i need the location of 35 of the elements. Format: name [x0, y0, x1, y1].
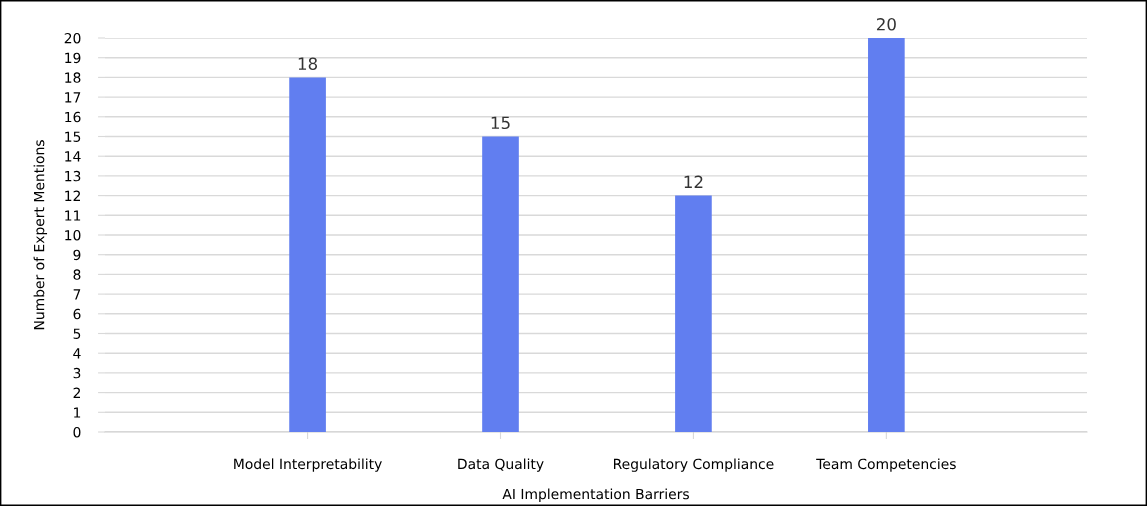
y-tick-label: 16	[65, 111, 81, 123]
y-tick-label: 6	[73, 308, 81, 320]
x-axis-title: AI Implementation Barriers	[502, 488, 689, 502]
x-tick-label: Team Competencies	[816, 458, 956, 472]
y-tick-label: 15	[65, 131, 81, 142]
bar	[868, 38, 905, 432]
y-tick-label: 3	[73, 367, 81, 379]
bar	[675, 195, 712, 432]
y-tick-label: 18	[65, 72, 81, 83]
data-label: 18	[298, 57, 318, 70]
y-tick-label: 14	[65, 151, 81, 162]
bar	[289, 77, 326, 432]
y-tick-label: 1	[74, 407, 81, 418]
y-tick-label: 0	[73, 426, 81, 438]
y-tick-label: 17	[65, 92, 81, 103]
x-tick-label: Regulatory Compliance	[613, 458, 774, 472]
y-tick-label: 5	[73, 328, 81, 339]
y-tick-label: 7	[73, 289, 81, 300]
y-tick-label: 4	[73, 348, 81, 359]
y-tick-label: 9	[73, 249, 81, 261]
data-label: 20	[876, 18, 896, 31]
bar	[482, 136, 519, 432]
data-label: 12	[684, 175, 703, 188]
y-tick-label: 13	[65, 170, 81, 182]
y-tick-label: 2	[73, 387, 80, 398]
y-axis-title: Number of Expert Mentions	[33, 140, 48, 330]
y-tick-label: 11	[65, 210, 81, 221]
y-tick-label: 10	[65, 229, 81, 241]
data-label: 15	[491, 116, 510, 130]
x-tick-label: Model Interpretability	[234, 458, 382, 472]
y-tick-label: 20	[64, 32, 81, 44]
y-tick-label: 19	[65, 52, 81, 64]
y-tick-label: 12	[65, 190, 80, 201]
x-tick-label: Data Quality	[458, 458, 544, 472]
y-tick-label: 8	[73, 269, 81, 280]
